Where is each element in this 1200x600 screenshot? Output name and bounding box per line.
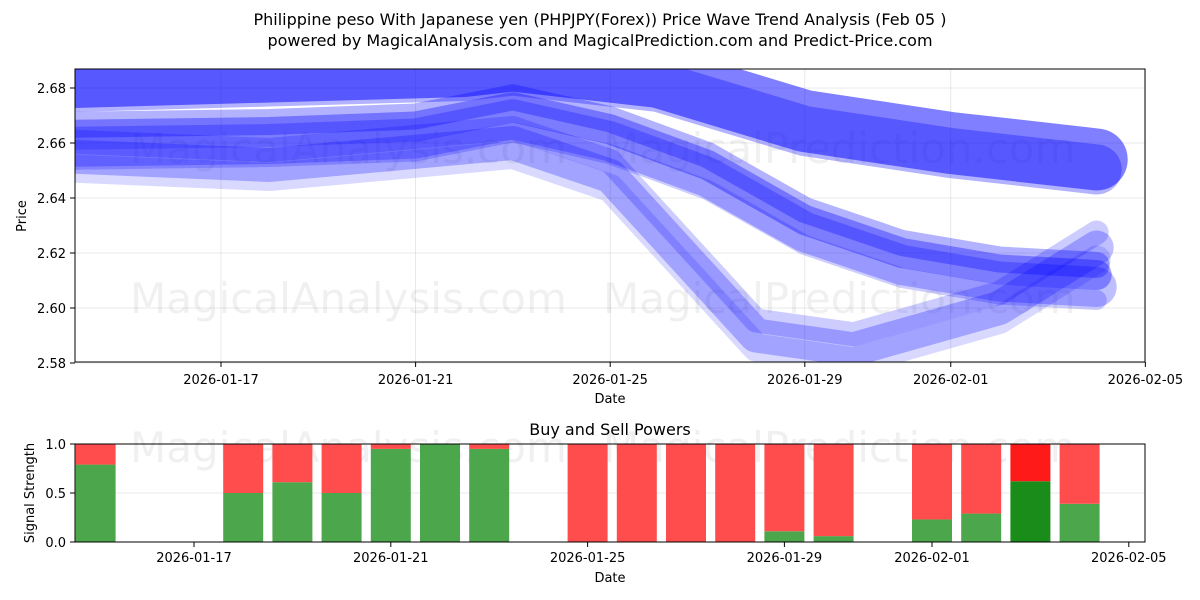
x-tick-label: 2026-01-17 <box>183 373 259 388</box>
buy-bar <box>912 519 952 542</box>
y-tick-label: 2.68 <box>37 82 66 97</box>
price-ticks: 2026-01-17 2026-01-21 2026-01-25 2026-01-29… <box>37 82 1183 388</box>
y-tick-label: 1.0 <box>45 438 66 453</box>
x-tick-label: 2026-01-21 <box>378 373 454 388</box>
x-tick-label: 2026-02-05 <box>1091 551 1167 566</box>
buy-bar <box>961 513 1002 542</box>
y-tick-label: 2.60 <box>37 302 66 317</box>
price-chart: MagicalAnalysis.com MagicalPrediction.co… <box>15 68 1183 407</box>
sell-bar <box>666 444 706 542</box>
signal-xlabel: Date <box>594 571 625 586</box>
x-tick-label: 2026-02-01 <box>913 373 989 388</box>
sell-bar <box>912 444 952 520</box>
sell-bar <box>469 444 510 449</box>
signal-chart: Buy and Sell Powers MagicalAnalysis.com … <box>23 420 1167 586</box>
chart-subtitle: powered by MagicalAnalysis.com and Magic… <box>267 31 933 50</box>
price-ylabel: Price <box>15 200 30 232</box>
buy-bar <box>420 444 460 542</box>
watermark-bottom-right: MagicalPrediction.com <box>603 274 1076 323</box>
sell-bar <box>961 444 1002 514</box>
buy-bar <box>223 493 264 542</box>
sell-bar <box>616 444 657 542</box>
sell-bar <box>567 444 608 542</box>
signal-ticks: 0.0 0.5 1.0 2026-01-17 2026-01-21 2026-01-25 2… <box>45 438 1166 566</box>
chart-title: Philippine peso With Japanese yen (PHPJP… <box>253 10 947 29</box>
x-tick-label: 2026-01-29 <box>747 551 823 566</box>
sell-bar <box>75 444 116 465</box>
x-tick-label: 2026-01-21 <box>353 551 429 566</box>
y-tick-label: 2.62 <box>37 247 66 262</box>
sell-bar <box>715 444 756 542</box>
signal-bars <box>75 444 1100 542</box>
signal-chart-title: Buy and Sell Powers <box>529 420 691 439</box>
y-tick-label: 0.0 <box>45 536 66 551</box>
buy-bar <box>75 464 116 542</box>
sell-bar <box>223 444 264 493</box>
buy-bar <box>813 536 854 542</box>
price-wave-bands <box>75 69 1128 362</box>
watermark-top-left: MagicalAnalysis.com <box>130 124 567 173</box>
y-tick-label: 2.58 <box>37 357 66 372</box>
watermark-bottom-left: MagicalAnalysis.com <box>130 274 567 323</box>
sell-bar <box>321 444 362 493</box>
x-tick-label: 2026-01-25 <box>572 373 648 388</box>
buy-bar <box>272 482 313 542</box>
buy-bar <box>764 531 805 542</box>
y-tick-label: 2.64 <box>37 192 66 207</box>
sell-bar <box>370 444 411 449</box>
x-tick-label: 2026-01-17 <box>156 551 232 566</box>
sell-bar <box>272 444 313 483</box>
buy-bar <box>1059 503 1100 542</box>
sell-bar <box>1010 444 1051 482</box>
buy-bar <box>321 493 362 542</box>
y-tick-label: 2.66 <box>37 137 66 152</box>
price-xlabel: Date <box>594 392 625 407</box>
x-tick-label: 2026-02-05 <box>1108 373 1184 388</box>
sell-bar <box>813 444 854 537</box>
signal-ylabel: Signal Strength <box>23 443 38 543</box>
sell-bar <box>764 444 805 532</box>
x-tick-label: 2026-01-25 <box>550 551 626 566</box>
sell-bar <box>1059 444 1100 504</box>
x-tick-label: 2026-02-01 <box>894 551 970 566</box>
y-tick-label: 0.5 <box>45 487 66 502</box>
x-tick-label: 2026-01-29 <box>767 373 843 388</box>
buy-bar <box>469 448 510 542</box>
buy-bar <box>1010 481 1051 542</box>
buy-bar <box>370 448 411 542</box>
